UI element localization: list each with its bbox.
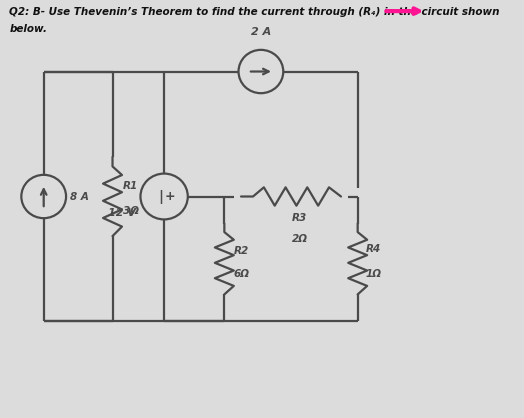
Text: +: +: [165, 190, 176, 203]
Text: R3: R3: [292, 213, 307, 223]
Text: 12 V: 12 V: [108, 208, 136, 218]
Text: 2Ω: 2Ω: [291, 234, 308, 244]
Text: R4: R4: [365, 244, 380, 254]
Text: |: |: [158, 189, 163, 204]
Text: 3Ω: 3Ω: [123, 206, 139, 216]
Text: below.: below.: [9, 23, 47, 33]
Text: Q2: B- Use Thevenin’s Theorem to find the current through (R₄) in the circuit sh: Q2: B- Use Thevenin’s Theorem to find th…: [9, 7, 500, 17]
Text: 6Ω: 6Ω: [234, 269, 250, 278]
Text: R2: R2: [234, 246, 249, 256]
Text: 2 A: 2 A: [251, 27, 271, 37]
Text: 1Ω: 1Ω: [365, 269, 381, 278]
Text: 8 A: 8 A: [70, 191, 89, 201]
Text: R1: R1: [123, 181, 138, 191]
